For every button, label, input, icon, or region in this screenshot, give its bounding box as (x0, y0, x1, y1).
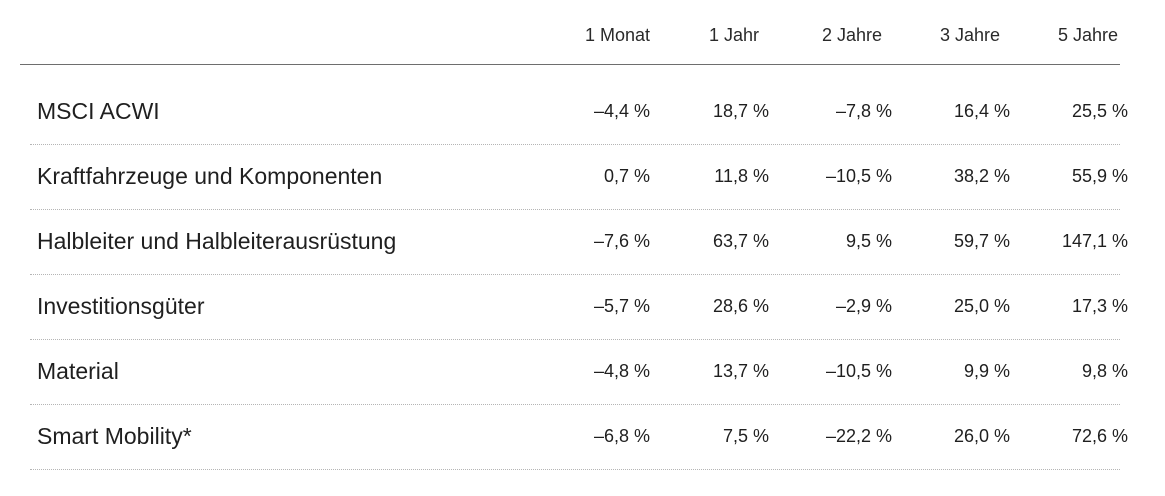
cell-value: –6,8 % (593, 426, 650, 446)
table-row: Halbleiter und Halbleiterausrüstung –7,6… (30, 210, 1128, 275)
cell-value: 28,6 % (712, 296, 769, 316)
cell-value: 38,2 % (953, 166, 1010, 186)
performance-table: 1 Monat 1 Jahr 2 Jahre 3 Jahre 5 Jahre M… (20, 0, 1128, 470)
cell-value: 59,7 % (953, 231, 1010, 251)
cell-value: 0,7 % (603, 166, 650, 186)
row-label: Smart Mobility* (37, 423, 192, 449)
cell-value: –2,9 % (835, 296, 892, 316)
cell-value: 13,7 % (712, 361, 769, 381)
table-row: MSCI ACWI –4,4 % 18,7 % –7,8 % 16,4 % 25… (30, 80, 1128, 145)
cell-value: 25,5 % (1071, 101, 1128, 121)
cell-value: –5,7 % (593, 296, 650, 316)
cell-value: –7,6 % (593, 231, 650, 251)
cell-value: –4,4 % (593, 101, 650, 121)
column-header-5-jahre: 5 Jahre (1057, 25, 1118, 45)
row-label: Material (37, 358, 119, 384)
cell-value: 11,8 % (714, 166, 769, 186)
cell-value: 26,0 % (953, 426, 1010, 446)
cell-value: –4,8 % (593, 361, 650, 381)
cell-value: –7,8 % (835, 101, 892, 121)
cell-value: 9,5 % (845, 231, 892, 251)
cell-value: –22,2 % (825, 426, 892, 446)
cell-value: 25,0 % (953, 296, 1010, 316)
cell-value: 16,4 % (953, 101, 1010, 121)
cell-value: 55,9 % (1071, 166, 1128, 186)
cell-value: 9,8 % (1081, 361, 1128, 381)
column-header-1-jahr: 1 Jahr (708, 25, 759, 45)
row-label: Halbleiter und Halbleiterausrüstung (37, 228, 397, 254)
cell-value: 9,9 % (963, 361, 1010, 381)
row-label: Investitionsgüter (37, 293, 205, 319)
row-label: Kraftfahrzeuge und Komponenten (37, 163, 383, 189)
cell-value: –10,5 % (825, 361, 892, 381)
cell-value: 72,6 % (1071, 426, 1128, 446)
cell-value: 7,5 % (722, 426, 769, 446)
table-row: Smart Mobility* –6,8 % 7,5 % –22,2 % 26,… (30, 405, 1128, 470)
cell-value: –10,5 % (825, 166, 892, 186)
row-label: MSCI ACWI (37, 98, 160, 124)
column-header-2-jahre: 2 Jahre (821, 25, 882, 45)
table-row: Material –4,8 % 13,7 % –10,5 % 9,9 % 9,8… (30, 340, 1128, 405)
table-header: 1 Monat 1 Jahr 2 Jahre 3 Jahre 5 Jahre (20, 0, 1120, 65)
table-row: Kraftfahrzeuge und Komponenten 0,7 % 11,… (30, 145, 1128, 210)
table-row: Investitionsgüter –5,7 % 28,6 % –2,9 % 2… (30, 275, 1128, 340)
cell-value: 63,7 % (712, 231, 769, 251)
cell-value: 147,1 % (1061, 231, 1128, 251)
cell-value: 17,3 % (1071, 296, 1128, 316)
column-header-1-monat: 1 Monat (584, 25, 650, 45)
cell-value: 18,7 % (712, 101, 769, 121)
table-body: MSCI ACWI –4,4 % 18,7 % –7,8 % 16,4 % 25… (30, 80, 1128, 470)
column-header-3-jahre: 3 Jahre (939, 25, 1000, 45)
